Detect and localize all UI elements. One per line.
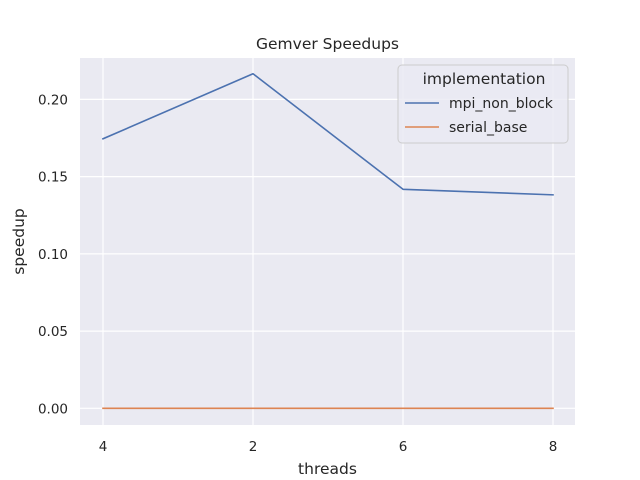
series-lines	[101, 72, 554, 410]
legend-title: implementation	[423, 70, 546, 88]
chart-title: Gemver Speedups	[256, 35, 399, 53]
legend-label-mpi-non-block: mpi_non_block	[449, 96, 554, 112]
x-axis-label: threads	[298, 460, 357, 478]
x-tick-label: 2	[249, 439, 258, 455]
y-tick-label: 0.05	[38, 324, 68, 340]
x-tick-label: 4	[99, 439, 108, 455]
y-tick-label: 0.10	[38, 247, 68, 263]
y-tick-label: 0.00	[38, 401, 68, 417]
legend-label-serial-base: serial_base	[449, 120, 527, 136]
legend: implementation mpi_non_block serial_base	[397, 64, 569, 144]
x-tick-labels: 4 2 6 8	[99, 439, 558, 455]
x-tick-label: 6	[399, 439, 408, 455]
y-tick-labels: 0.00 0.05 0.10 0.15 0.20	[38, 92, 68, 417]
legend-box	[397, 64, 569, 144]
series-line-mpi-non-block	[101, 72, 554, 196]
x-tick-label: 8	[549, 439, 558, 455]
y-axis-label: speedup	[10, 208, 28, 275]
y-tick-label: 0.20	[38, 92, 68, 108]
y-tick-label: 0.15	[38, 170, 68, 186]
